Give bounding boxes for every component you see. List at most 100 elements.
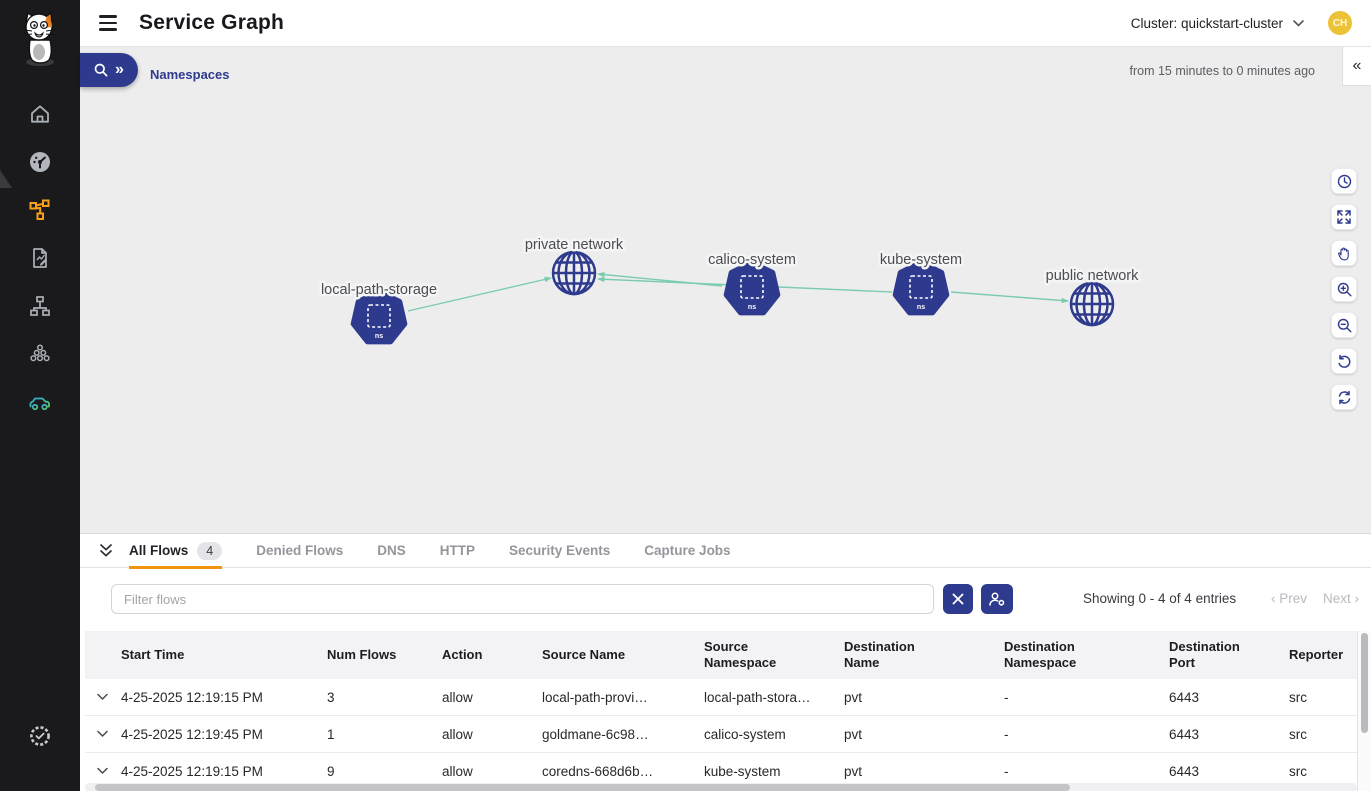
col-source-namespace[interactable]: Source Namespace [704,638,777,670]
row-expand-button[interactable] [85,693,119,701]
panel-collapse-button[interactable] [96,541,116,561]
page-title: Service Graph [139,11,285,34]
undo-icon [1337,354,1352,369]
sidebar-item-home[interactable] [16,90,64,138]
refresh-button[interactable] [1331,384,1357,410]
col-num-flows[interactable]: Num Flows [327,646,397,662]
close-icon [952,593,964,605]
double-chevron-left-icon: « [1352,57,1362,74]
cell-reporter: src [1289,763,1307,779]
table-row[interactable]: 4-25-2025 12:19:45 PM 1 allow goldmane-6… [85,716,1357,753]
scrollbar-thumb[interactable] [1361,633,1368,733]
policies-icon [28,246,52,270]
menu-toggle-button[interactable] [96,11,120,35]
cell-destination-namespace: - [1004,689,1009,705]
node-local-path-storage[interactable]: ns [350,289,408,345]
all-flows-count-badge: 4 [197,541,223,560]
chevron-down-icon [1293,19,1304,27]
hand-icon [1337,246,1351,261]
col-action[interactable]: Action [442,646,483,662]
cell-reporter: src [1289,726,1307,742]
tab-security-events[interactable]: Security Events [509,534,610,568]
zoom-in-icon [1337,282,1352,297]
search-icon [94,63,108,77]
tab-label: Denied Flows [256,543,344,558]
row-expand-button[interactable] [85,767,119,775]
sidebar-item-image-assurance[interactable] [16,378,64,426]
sidebar-item-service-graph[interactable] [16,186,64,234]
tab-all-flows[interactable]: All Flows 4 [129,534,223,569]
filter-flows-input[interactable] [111,584,934,614]
cell-destination-name: pvt [844,763,863,779]
flows-tabs: All Flows 4 Denied Flows DNS HTTP Securi… [80,534,1371,569]
node-label-public-network: public network [1046,268,1139,284]
sidebar-item-networking[interactable] [16,282,64,330]
verified-badge-icon [28,724,52,748]
cell-action: allow [442,689,473,705]
chevron-right-icon: › [1354,591,1360,606]
node-private-network[interactable] [551,250,597,296]
sidebar-item-dashboards[interactable] [16,138,64,186]
col-reporter[interactable]: Reporter [1289,646,1344,662]
avatar[interactable]: CH [1328,11,1352,35]
table-row[interactable]: 4-25-2025 12:19:15 PM 3 allow local-path… [85,679,1357,716]
flows-table-header: Start Time Num Flows Action Source Name … [85,631,1357,679]
cell-destination-namespace: - [1004,726,1009,742]
column-settings-button[interactable] [981,584,1013,614]
double-chevron-right-icon: » [115,61,124,78]
cell-source-name: local-path-provi… [542,689,648,705]
cell-num-flows: 3 [327,689,335,705]
node-type-badge: ns [375,333,383,340]
expand-icon [1337,210,1351,224]
graph-edges[interactable] [407,271,1069,312]
table-horizontal-scrollbar[interactable] [85,783,1357,791]
tab-http[interactable]: HTTP [440,534,475,568]
cell-destination-port: 6443 [1169,689,1200,705]
undo-layout-button[interactable] [1331,348,1357,374]
cell-source-namespace: local-path-stora… [704,689,811,705]
tab-denied-flows[interactable]: Denied Flows [256,534,343,568]
scrollbar-thumb[interactable] [95,784,1070,791]
node-kube-system[interactable]: ns [892,260,950,316]
right-panel-collapse-button[interactable]: « [1342,47,1371,86]
tab-capture-jobs[interactable]: Capture Jobs [644,534,730,568]
row-expand-button[interactable] [85,730,119,738]
graph-search-expander[interactable]: » [80,53,138,87]
edge-localpathstorage-privatenetwork [407,276,552,312]
showing-entries-label: Showing 0 - 4 of 4 entries [1083,591,1237,606]
calico-logo[interactable] [16,10,64,68]
col-destination-port[interactable]: Destination Port [1169,638,1240,670]
col-destination-namespace[interactable]: Destination Namespace [1004,638,1077,670]
cell-num-flows: 9 [327,763,335,779]
zoom-out-button[interactable] [1331,312,1357,338]
node-calico-system[interactable]: ns [723,260,781,316]
network-tree-icon [28,294,52,318]
table-vertical-scrollbar[interactable] [1357,631,1371,791]
node-label-calico-system: calico-system [708,252,796,268]
pan-mode-button[interactable] [1331,240,1357,266]
pagination: ‹ Prev Next › [1271,591,1359,606]
node-public-network[interactable] [1069,281,1115,327]
col-destination-name[interactable]: Destination Name [844,638,915,670]
service-graph-canvas[interactable]: ns ns ns local-path-storage private net [80,47,1371,533]
cluster-selector[interactable]: Cluster: quickstart-cluster [1131,16,1304,31]
tab-dns[interactable]: DNS [377,534,406,568]
zoom-in-button[interactable] [1331,276,1357,302]
node-label-private-network: private network [525,237,624,253]
prev-button[interactable]: ‹ Prev [1271,591,1307,606]
cell-source-name: coredns-668d6b… [542,763,654,779]
cell-start-time: 4-25-2025 12:19:15 PM [121,689,263,705]
clear-filter-button[interactable] [943,584,973,614]
sidebar-item-policies[interactable] [16,234,64,282]
sidebar-item-clusters[interactable] [16,330,64,378]
prev-label: Prev [1279,591,1307,606]
breadcrumb[interactable]: Namespaces [150,67,230,82]
time-settings-button[interactable] [1331,168,1357,194]
col-source-name[interactable]: Source Name [542,646,626,662]
col-start-time[interactable]: Start Time [121,646,185,662]
fit-view-button[interactable] [1331,204,1357,230]
sidebar-item-compliance[interactable] [16,712,64,760]
next-button[interactable]: Next › [1323,591,1359,606]
double-chevron-down-icon [98,543,114,558]
cell-destination-name: pvt [844,689,863,705]
